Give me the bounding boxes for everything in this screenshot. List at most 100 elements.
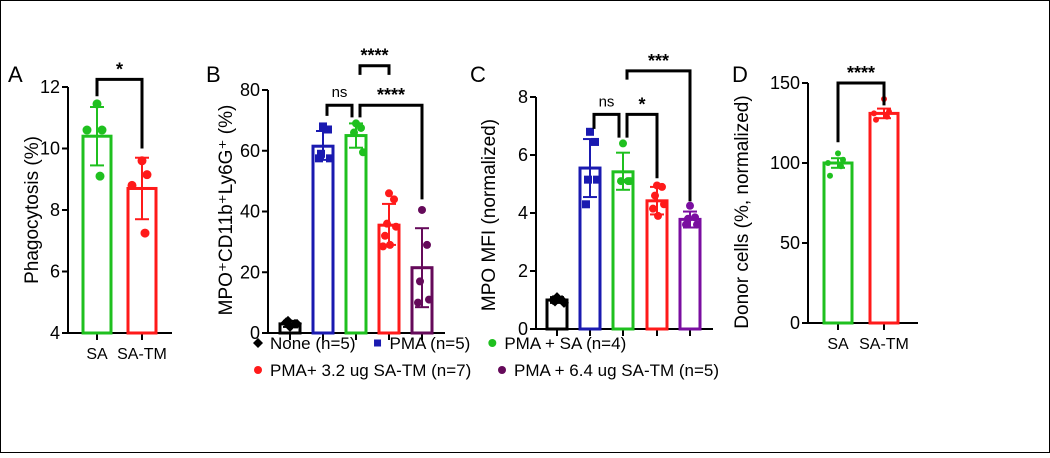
y-tick-label: 2 [518,261,528,281]
data-point-square [317,149,325,158]
x-tick-label: SA [827,336,849,353]
data-point-diamond [548,295,558,305]
data-point-circle [416,277,424,286]
data-point-square [593,175,601,184]
data-point-circle [390,195,398,204]
panel-letter: A [8,62,23,87]
data-point-circle [350,128,358,137]
y-tick-label: 100 [770,153,800,173]
data-point-circle [425,295,433,304]
data-point-circle [142,170,152,180]
data-point-circle [414,298,422,307]
legend-item: PMA (n=5) [374,334,470,353]
data-point-circle [381,231,389,240]
y-tick-label: 8 [50,200,60,220]
data-point-circle [379,242,387,251]
data-point-circle [357,123,365,132]
x-tick-label: SA [86,346,108,363]
significance-bracket [358,103,424,200]
y-axis-label: Phagocytosis (%) [22,136,43,284]
y-tick-label: 4 [518,203,528,223]
significance-label: **** [847,63,875,83]
data-point-circle [658,182,666,191]
data-point-circle [385,189,393,198]
data-point-square [319,122,327,131]
legend-item: PMA + 6.4 ug SA-TM (n=5) [498,361,719,380]
data-point-square [582,200,590,209]
data-point-square [315,154,323,163]
data-point-circle [359,148,367,157]
data-point-circle [691,213,699,222]
data-point-circle [140,228,150,238]
data-point-circle [82,125,92,135]
data-point-square [586,127,594,136]
significance-bracket [836,81,886,143]
data-point-circle [651,191,659,200]
data-point-circle [884,113,890,120]
data-point-circle [619,139,627,148]
data-point-diamond [281,317,291,328]
data-point-circle [693,220,701,229]
y-tick-label: 6 [50,262,60,282]
legend-label: None (n=5) [270,334,356,353]
data-point-circle [825,160,831,166]
panel-letter: C [470,62,486,87]
significance-bracket [592,112,621,138]
data-point-square [324,125,332,134]
data-point-circle [617,177,625,186]
significance-label: ns [332,84,348,101]
y-tick-label: 6 [518,145,528,165]
data-point-circle [392,222,400,231]
panel-letter: B [206,62,221,87]
y-tick-label: 50 [780,233,800,253]
y-tick-label: 8 [518,87,528,107]
legend-marker-circle [498,366,506,374]
y-tick-label: 60 [240,141,260,161]
legend: None (n=5) PMA (n=5) PMA + SA (n=4) PMA+ 3.… [253,334,719,380]
panel-letter: D [732,62,748,87]
significance-bracket [95,77,144,149]
y-axis-label: MPO MFI (normalized) [479,119,500,311]
data-point-circle [92,99,102,109]
legend-marker-circle [254,366,262,374]
significance-label: **** [377,85,405,105]
significance-bracket [358,64,391,75]
legend-label: PMA + 6.4 ug SA-TM (n=5) [514,361,719,380]
legend-marker-circle [488,339,497,347]
y-tick-label: 12 [40,77,60,97]
y-tick-label: 0 [250,323,260,343]
y-tick-label: 4 [50,323,60,343]
data-point-square [591,137,599,146]
data-point-circle [873,116,879,123]
data-point-circle [386,240,394,249]
data-point-circle [423,240,431,249]
data-point-circle [682,220,690,229]
y-axis-label: Donor cells (%, normalized) [732,95,753,328]
data-point-diamond [559,297,569,308]
y-axis-label: MPO⁺CD11b⁺Ly6G⁺ (%) [216,105,237,316]
x-tick-label: SA-TM [117,346,167,363]
significance-label: *** [648,51,669,71]
data-point-circle [418,205,426,214]
significance-label: * [638,94,645,114]
data-point-circle [835,150,841,157]
legend-item: PMA+ 3.2 ug SA-TM (n=7) [254,361,471,380]
legend-item: PMA + SA (n=4) [488,334,626,353]
data-point-square [326,154,334,163]
legend-marker-diamond [253,338,263,348]
y-tick-label: 40 [240,202,260,222]
data-point-circle [660,200,668,209]
panel-d: D 0 50 100 150 Donor cells (%, normalized) SA S… [732,62,918,353]
y-tick-label: 0 [790,313,800,333]
significance-label: ns [599,93,615,110]
significance-bracket [625,69,692,202]
significance-label: * [116,59,123,79]
y-tick-label: 20 [240,262,260,282]
data-point-circle [95,171,105,181]
data-point-circle [97,125,107,135]
x-tick-label: SA-TM [859,336,909,353]
data-point-circle [654,211,662,220]
